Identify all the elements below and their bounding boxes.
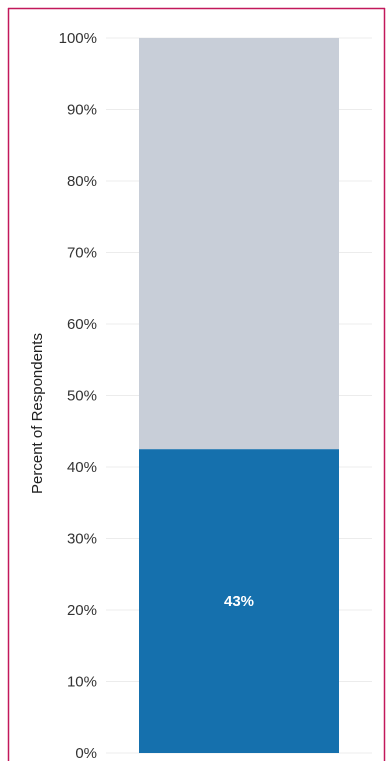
y-tick-label: 60% [67,316,97,333]
y-tick-label: 40% [67,459,97,476]
bar-segment-respondents[interactable] [139,449,339,753]
y-tick-label: 90% [67,102,97,119]
y-tick-label: 100% [59,30,97,47]
y-axis-ticks: 0% 10% 20% 30% 40% 50% 60% 70% 80% 90% 100% [59,30,97,761]
y-tick-label: 80% [67,173,97,190]
y-tick-label: 0% [75,745,97,761]
y-tick-label: 10% [67,674,97,691]
y-tick-label: 70% [67,245,97,262]
y-tick-label: 50% [67,388,97,405]
y-tick-label: 20% [67,602,97,619]
bar-segment-remainder[interactable] [139,38,339,450]
bars: 43% [139,38,339,753]
y-tick-label: 30% [67,531,97,548]
bar-data-label: 43% [224,593,254,610]
y-axis-title: Percent of Respondents [29,333,46,494]
